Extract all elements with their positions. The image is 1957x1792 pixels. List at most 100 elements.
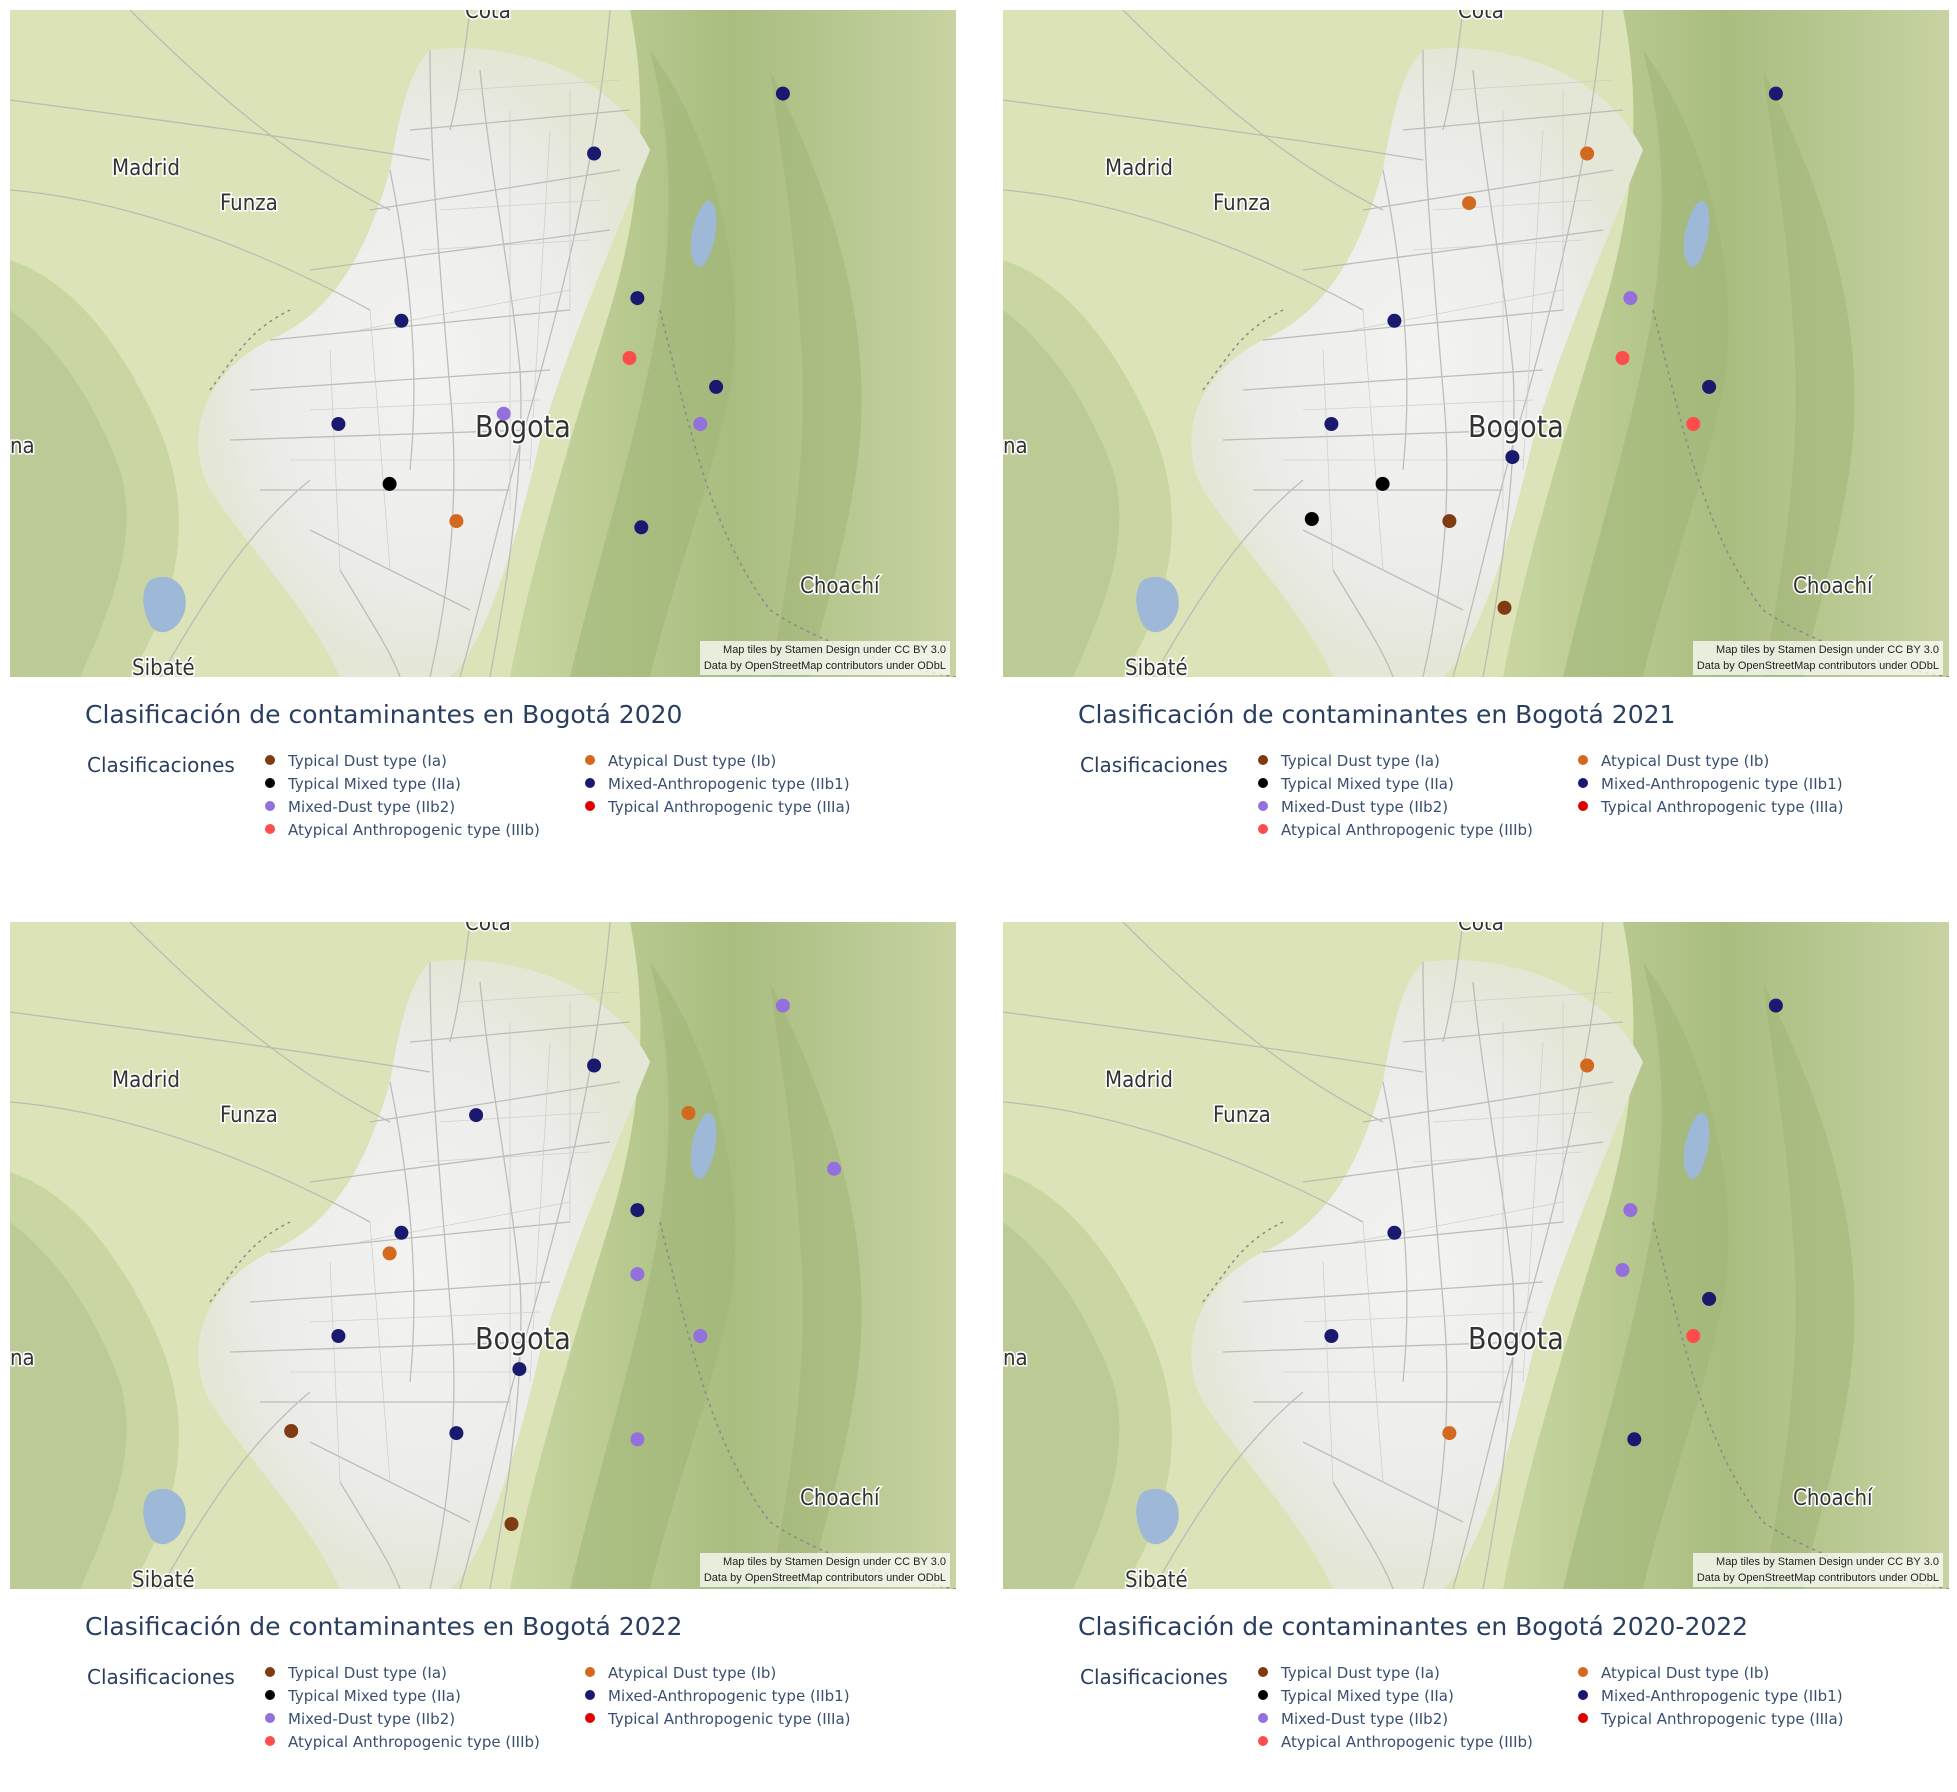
legend-item-Ib[interactable]: Atypical Dust type (Ib) xyxy=(1578,752,1769,770)
station-marker-IIb1[interactable] xyxy=(394,313,409,328)
station-marker-IIb1[interactable] xyxy=(1324,417,1339,431)
station-marker-IIb1[interactable] xyxy=(1505,450,1520,465)
legend-item-IIb2[interactable]: Mixed-Dust type (IIb2) xyxy=(1258,1710,1448,1728)
legend-item-Ib[interactable]: Atypical Dust type (Ib) xyxy=(1578,1664,1769,1682)
station-marker-Ib[interactable] xyxy=(1462,196,1477,211)
legend-item-IIIb[interactable]: Atypical Anthropogenic type (IIIb) xyxy=(265,1733,540,1751)
legend-item-IIb2[interactable]: Mixed-Dust type (IIb2) xyxy=(265,1710,455,1728)
station-marker-IIb1[interactable] xyxy=(449,1426,464,1441)
station-marker-IIb1[interactable] xyxy=(709,379,724,394)
station-marker-IIb1[interactable] xyxy=(630,1203,645,1218)
station-marker-Ib[interactable] xyxy=(1580,146,1595,161)
legend-item-Ia[interactable]: Typical Dust type (Ia) xyxy=(265,752,447,770)
legend-item-IIb2[interactable]: Mixed-Dust type (IIb2) xyxy=(265,798,455,816)
map-attribution: Map tiles by Stamen Design under CC BY 3… xyxy=(699,1553,950,1587)
place-label-cota: Cota xyxy=(465,922,511,936)
map-area[interactable]: Cota Madrid Funza Bogota Choachí Sibaté … xyxy=(1003,922,1949,1589)
station-marker-IIa[interactable] xyxy=(1304,512,1319,526)
map-panel-2020-2022: Cota Madrid Funza Bogota Choachí Sibaté … xyxy=(1003,922,1953,1792)
station-markers xyxy=(1304,86,1783,615)
station-marker-Ia[interactable] xyxy=(1497,600,1512,615)
station-marker-Ia[interactable] xyxy=(1442,514,1457,529)
station-marker-IIIb[interactable] xyxy=(1686,417,1701,431)
legend-item-IIIa[interactable]: Typical Anthropogenic type (IIIa) xyxy=(1578,798,1844,816)
station-marker-IIb1[interactable] xyxy=(634,520,649,535)
station-marker-IIIb[interactable] xyxy=(622,351,637,365)
map-area[interactable]: Cota Madrid Funza Bogota Choachí Sibaté … xyxy=(10,922,956,1589)
station-marker-IIb1[interactable] xyxy=(630,291,645,306)
map-title: Clasificación de contaminantes en Bogotá… xyxy=(85,1612,683,1641)
legend-marker-icon xyxy=(1258,1735,1268,1746)
legend-item-IIb1[interactable]: Mixed-Anthropogenic type (IIb1) xyxy=(585,1687,850,1705)
station-marker-IIb2[interactable] xyxy=(1623,1203,1638,1218)
legend-item-IIa[interactable]: Typical Mixed type (IIa) xyxy=(265,775,461,793)
station-marker-IIb1[interactable] xyxy=(1702,379,1717,394)
legend-label: Mixed-Dust type (IIb2) xyxy=(288,798,456,816)
legend-item-Ib[interactable]: Atypical Dust type (Ib) xyxy=(585,1664,776,1682)
legend-item-IIIa[interactable]: Typical Anthropogenic type (IIIa) xyxy=(585,798,851,816)
legend-item-IIIa[interactable]: Typical Anthropogenic type (IIIa) xyxy=(585,1710,851,1728)
station-marker-IIb1[interactable] xyxy=(469,1108,484,1123)
legend-item-IIa[interactable]: Typical Mixed type (IIa) xyxy=(1258,775,1454,793)
legend-item-IIb1[interactable]: Mixed-Anthropogenic type (IIb1) xyxy=(585,775,850,793)
legend-item-Ib[interactable]: Atypical Dust type (Ib) xyxy=(585,752,776,770)
station-marker-IIb1[interactable] xyxy=(331,417,346,431)
map-area[interactable]: Cota Madrid Funza Bogota Choachí Sibaté … xyxy=(10,10,956,677)
map-area[interactable]: Cota Madrid Funza Bogota Choachí Sibaté … xyxy=(1003,10,1949,677)
legend-label: Typical Mixed type (IIa) xyxy=(1281,775,1454,793)
station-marker-IIb2[interactable] xyxy=(775,998,790,1013)
legend-item-IIIa[interactable]: Typical Anthropogenic type (IIIa) xyxy=(1578,1710,1844,1728)
station-marker-IIb1[interactable] xyxy=(1627,1432,1642,1447)
place-label-sibate: Sibaté xyxy=(1125,1568,1188,1589)
legend-marker-icon xyxy=(265,1689,275,1700)
legend-label: Typical Dust type (Ia) xyxy=(1281,752,1440,770)
legend-item-Ia[interactable]: Typical Dust type (Ia) xyxy=(1258,1664,1440,1682)
legend-item-Ia[interactable]: Typical Dust type (Ia) xyxy=(265,1664,447,1682)
legend-item-IIa[interactable]: Typical Mixed type (IIa) xyxy=(1258,1687,1454,1705)
station-marker-Ia[interactable] xyxy=(284,1424,299,1438)
station-marker-IIb2[interactable] xyxy=(1623,291,1638,306)
station-marker-Ib[interactable] xyxy=(1580,1058,1595,1073)
station-marker-IIb2[interactable] xyxy=(630,1267,645,1282)
station-marker-IIb1[interactable] xyxy=(1387,313,1402,328)
station-marker-IIb1[interactable] xyxy=(394,1225,409,1240)
station-marker-IIb1[interactable] xyxy=(587,1058,602,1073)
legend-marker-icon xyxy=(265,800,275,811)
station-marker-Ib[interactable] xyxy=(1442,1426,1457,1441)
legend-item-IIIb[interactable]: Atypical Anthropogenic type (IIIb) xyxy=(265,821,540,839)
station-marker-IIb2[interactable] xyxy=(693,417,708,431)
station-marker-IIb1[interactable] xyxy=(1324,1329,1339,1343)
legend-item-IIb2[interactable]: Mixed-Dust type (IIb2) xyxy=(1258,798,1448,816)
station-marker-Ib[interactable] xyxy=(382,1246,397,1261)
station-marker-IIIb[interactable] xyxy=(1615,351,1630,365)
station-marker-IIb1[interactable] xyxy=(1702,1291,1717,1306)
station-marker-IIIb[interactable] xyxy=(1686,1329,1701,1343)
legend-label: Mixed-Anthropogenic type (IIb1) xyxy=(1601,1687,1843,1705)
station-marker-Ib[interactable] xyxy=(681,1106,696,1120)
station-marker-IIb2[interactable] xyxy=(1615,1263,1630,1277)
legend-item-IIb1[interactable]: Mixed-Anthropogenic type (IIb1) xyxy=(1578,1687,1843,1705)
legend-item-IIIb[interactable]: Atypical Anthropogenic type (IIIb) xyxy=(1258,821,1533,839)
station-marker-IIb1[interactable] xyxy=(587,146,602,161)
station-marker-IIb1[interactable] xyxy=(512,1362,527,1377)
station-marker-IIb1[interactable] xyxy=(331,1329,346,1343)
legend-item-IIa[interactable]: Typical Mixed type (IIa) xyxy=(265,1687,461,1705)
station-marker-Ia[interactable] xyxy=(504,1517,519,1531)
basemap: Cota Madrid Funza Bogota Choachí Sibaté … xyxy=(10,10,956,677)
station-marker-Ib[interactable] xyxy=(449,514,464,529)
station-marker-IIb2[interactable] xyxy=(693,1329,708,1343)
legend-item-IIb1[interactable]: Mixed-Anthropogenic type (IIb1) xyxy=(1578,775,1843,793)
legend-label: Atypical Anthropogenic type (IIIb) xyxy=(288,1733,540,1751)
station-marker-IIb1[interactable] xyxy=(775,86,790,101)
station-marker-IIa[interactable] xyxy=(1375,476,1390,491)
station-marker-IIb2[interactable] xyxy=(496,406,511,421)
station-marker-IIb1[interactable] xyxy=(1768,86,1783,101)
station-marker-IIb2[interactable] xyxy=(827,1161,842,1176)
station-marker-IIb1[interactable] xyxy=(1768,998,1783,1013)
station-marker-IIb2[interactable] xyxy=(630,1432,645,1447)
legend-item-Ia[interactable]: Typical Dust type (Ia) xyxy=(1258,752,1440,770)
station-marker-IIa[interactable] xyxy=(382,476,397,491)
legend-item-IIIb[interactable]: Atypical Anthropogenic type (IIIb) xyxy=(1258,1733,1533,1751)
station-marker-IIb1[interactable] xyxy=(1387,1225,1402,1240)
map-attribution: Map tiles by Stamen Design under CC BY 3… xyxy=(699,641,950,675)
